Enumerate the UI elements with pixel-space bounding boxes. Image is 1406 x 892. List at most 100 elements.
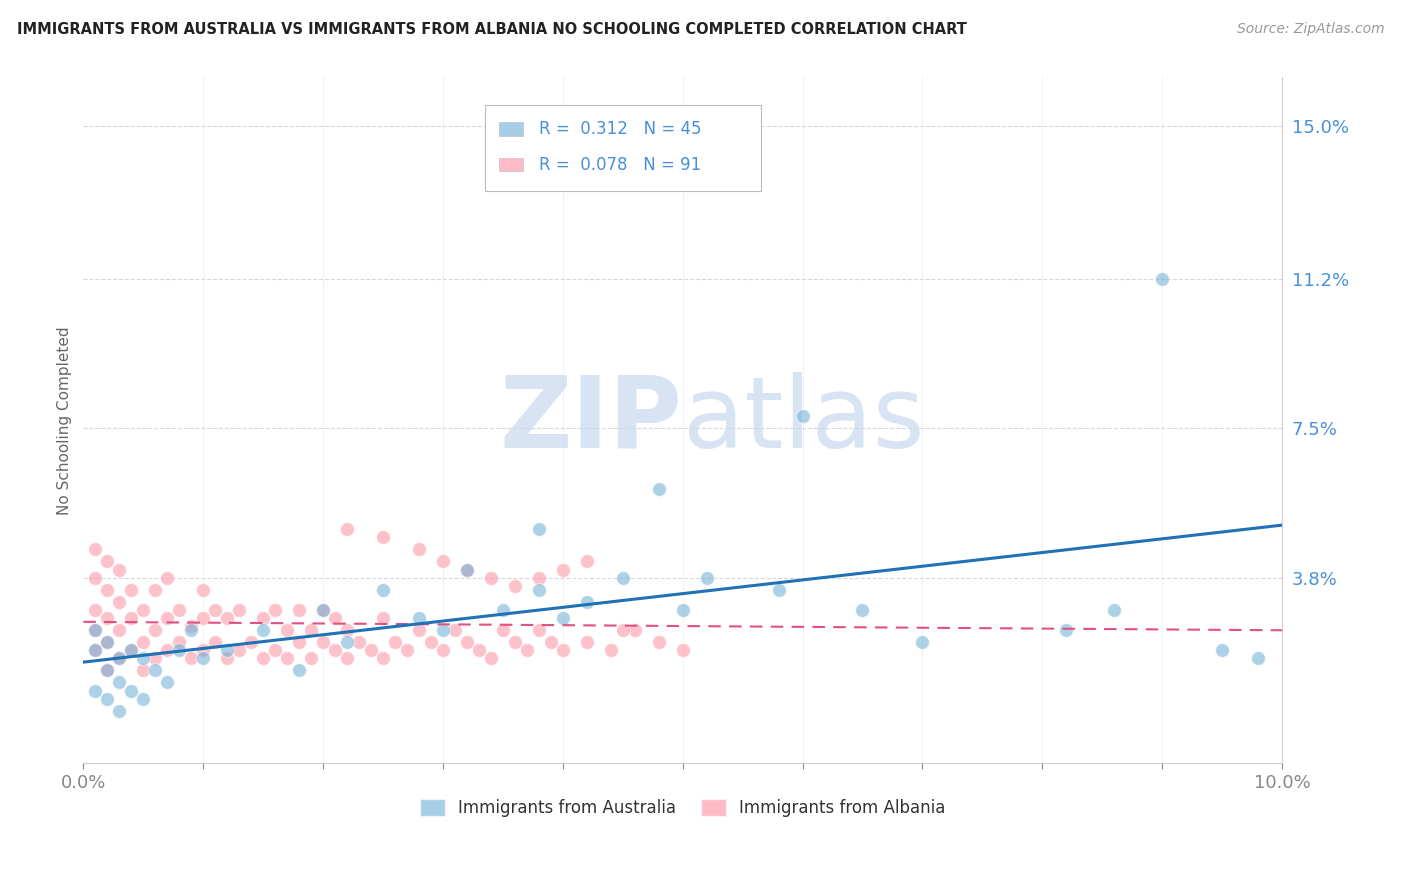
Point	[503, 579, 526, 593]
Point	[492, 603, 515, 617]
Point	[288, 635, 311, 649]
Text: ZIP: ZIP	[499, 372, 683, 469]
Point	[444, 623, 467, 637]
Point	[599, 643, 621, 657]
Point	[180, 619, 202, 633]
Point	[96, 582, 118, 597]
Point	[228, 643, 250, 657]
Point	[612, 623, 634, 637]
Point	[527, 623, 550, 637]
Point	[204, 635, 226, 649]
Point	[323, 611, 346, 625]
Point	[217, 611, 239, 625]
Point	[551, 643, 574, 657]
Point	[120, 643, 142, 657]
Point	[360, 643, 382, 657]
Point	[191, 582, 214, 597]
Text: atlas: atlas	[683, 372, 924, 469]
Point	[575, 554, 598, 568]
Point	[180, 623, 202, 637]
Point	[1054, 623, 1077, 637]
Legend: Immigrants from Australia, Immigrants from Albania: Immigrants from Australia, Immigrants fr…	[413, 792, 952, 823]
Point	[132, 635, 155, 649]
Point	[312, 635, 335, 649]
Point	[84, 623, 107, 637]
Point	[395, 643, 418, 657]
Point	[336, 522, 359, 536]
Point	[371, 651, 394, 665]
Point	[167, 643, 190, 657]
Point	[479, 571, 502, 585]
Point	[468, 643, 491, 657]
Point	[371, 530, 394, 544]
FancyBboxPatch shape	[485, 105, 761, 191]
Point	[551, 611, 574, 625]
Point	[132, 691, 155, 706]
Point	[672, 643, 695, 657]
Point	[156, 571, 179, 585]
Point	[527, 522, 550, 536]
Point	[527, 571, 550, 585]
Point	[96, 611, 118, 625]
Point	[276, 623, 298, 637]
Point	[408, 542, 430, 557]
Point	[1152, 272, 1174, 286]
Point	[108, 651, 131, 665]
FancyBboxPatch shape	[499, 158, 523, 171]
Point	[84, 683, 107, 698]
Point	[84, 643, 107, 657]
Point	[132, 651, 155, 665]
Point	[408, 611, 430, 625]
Text: R =  0.312   N = 45: R = 0.312 N = 45	[538, 120, 702, 138]
Point	[575, 595, 598, 609]
Point	[384, 635, 406, 649]
Point	[1247, 651, 1270, 665]
Point	[228, 603, 250, 617]
Point	[264, 643, 287, 657]
FancyBboxPatch shape	[499, 122, 523, 136]
Point	[323, 643, 346, 657]
Point	[204, 603, 226, 617]
Text: Source: ZipAtlas.com: Source: ZipAtlas.com	[1237, 22, 1385, 37]
Point	[371, 582, 394, 597]
Point	[288, 603, 311, 617]
Point	[96, 664, 118, 678]
Point	[120, 643, 142, 657]
Point	[84, 623, 107, 637]
Point	[503, 635, 526, 649]
Point	[108, 623, 131, 637]
Point	[108, 675, 131, 690]
Point	[108, 651, 131, 665]
Point	[240, 635, 263, 649]
Point	[167, 635, 190, 649]
Point	[347, 635, 370, 649]
Point	[84, 603, 107, 617]
Point	[96, 635, 118, 649]
Point	[180, 651, 202, 665]
Point	[167, 603, 190, 617]
Point	[792, 409, 814, 424]
Point	[96, 691, 118, 706]
Point	[156, 643, 179, 657]
Text: R =  0.078   N = 91: R = 0.078 N = 91	[538, 155, 702, 174]
Point	[647, 635, 669, 649]
Point	[288, 664, 311, 678]
Point	[696, 571, 718, 585]
Point	[492, 623, 515, 637]
Point	[156, 675, 179, 690]
Point	[432, 623, 454, 637]
Point	[108, 595, 131, 609]
Point	[612, 571, 634, 585]
Y-axis label: No Schooling Completed: No Schooling Completed	[58, 326, 72, 515]
Point	[96, 554, 118, 568]
Point	[156, 611, 179, 625]
Point	[132, 664, 155, 678]
Point	[336, 651, 359, 665]
Point	[540, 635, 562, 649]
Point	[1211, 643, 1233, 657]
Point	[336, 623, 359, 637]
Point	[312, 603, 335, 617]
Point	[252, 651, 274, 665]
Text: IMMIGRANTS FROM AUSTRALIA VS IMMIGRANTS FROM ALBANIA NO SCHOOLING COMPLETED CORR: IMMIGRANTS FROM AUSTRALIA VS IMMIGRANTS …	[17, 22, 967, 37]
Point	[96, 635, 118, 649]
